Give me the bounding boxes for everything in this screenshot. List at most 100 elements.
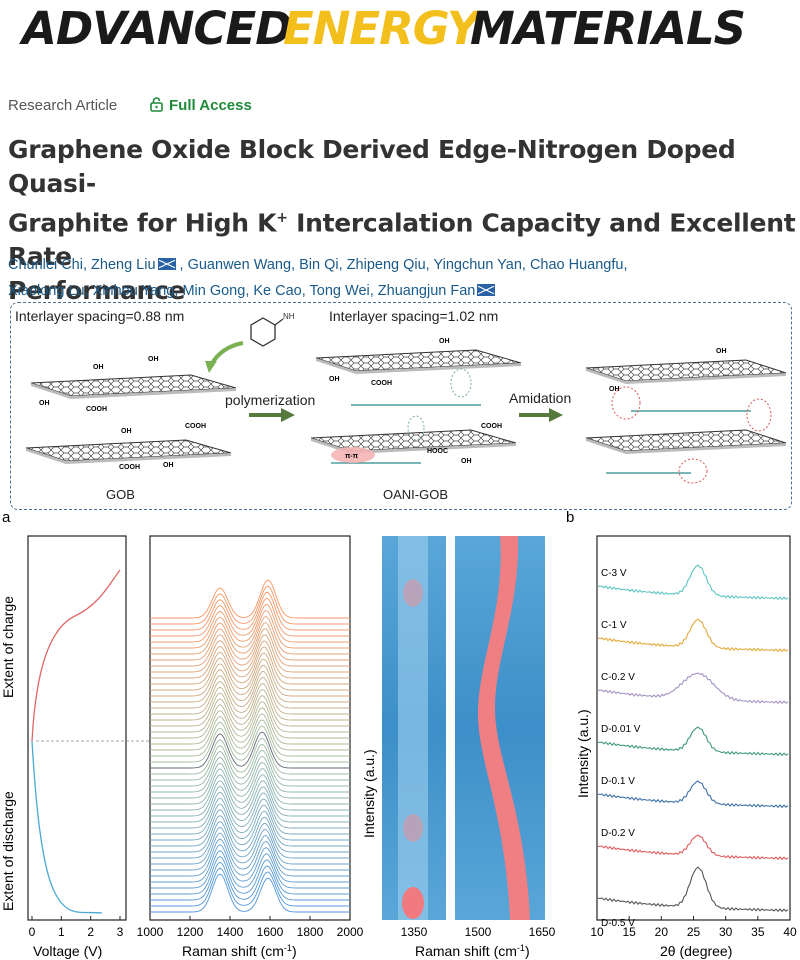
journal-name-energy: ENERGY [283,2,479,55]
tick-label: 2000 [337,925,364,939]
gob-label: GOB [106,487,135,502]
raman-spectrum [150,677,350,715]
raman-spectrum [150,603,350,643]
svg-text:OH: OH [148,356,159,363]
author-link[interactable]: Chao Huangfu [529,257,624,273]
raman-axis-label: Raman shift (cm-1) [182,943,297,959]
raman-spectrum [150,844,350,883]
email-icon[interactable] [477,284,496,296]
xrd-series-label: D-0.2 V [601,828,635,839]
xrd-series-line [597,834,789,861]
raman-spectrum [150,640,350,679]
raman-spectrum [150,688,350,727]
raman-spectrum [150,731,350,769]
journal-masthead[interactable]: ADVANCED ENERGY MATERIALS [0,0,800,62]
panel-b-label: b [566,509,574,526]
article-title: Graphene Oxide Block Derived Edge-Nitrog… [8,133,798,308]
author-link[interactable]: Tong Wei [309,283,370,299]
raman-contour-map: Intensity (a.u.) 1350 1500 1650 Raman shif… [361,536,556,959]
raman-spectrum [150,707,350,745]
author-link[interactable]: Guanwen Wang [187,257,292,273]
raman-spectrum [150,598,350,637]
access-badge[interactable]: Full Access [150,97,252,114]
raman-spectrum [150,701,350,739]
raman-spectrum [150,855,350,895]
amidated-sheets: OH OH [585,348,787,484]
tick-label: 2 [87,925,94,939]
xrd-series-line [597,618,789,653]
svg-text:HOOC: HOOC [427,448,448,455]
raman-spectrum [150,658,350,697]
svg-text:OH: OH [439,338,450,345]
tick-label: 1600 [257,925,284,939]
raman-spectrum [150,713,350,751]
tick-label: 25 [687,925,701,939]
author-link[interactable]: Min Gong [182,283,246,299]
author-link[interactable]: Yingchun Yan [433,257,522,273]
tick-label: 1200 [177,925,204,939]
author-link[interactable]: Chunlei Chi [8,257,83,273]
email-icon[interactable] [157,258,176,270]
raman-spectrum [150,695,350,733]
raman-spectrum [150,809,350,847]
tick-label: 40 [783,925,797,939]
raman-spectrum [150,579,350,619]
raman-spectrum [150,671,350,709]
tick-label: 3 [117,925,124,939]
tick-label: 1650 [529,925,556,939]
svg-text:OH: OH [121,428,132,435]
raman-spectrum [150,832,350,871]
raman-spectrum [150,615,350,655]
raman-spectrum [150,664,350,703]
svg-text:OH: OH [461,458,472,465]
raman-spectrum [150,797,350,835]
author-link[interactable]: Zheng Liu [91,257,156,273]
raman-spectrum [150,609,350,649]
xrd-series-line [597,564,789,601]
author-link[interactable]: Xinhou Yang [92,283,175,299]
xrd-series-label: C-3 V [601,568,627,579]
oani-gob-label: OANI-GOB [383,487,448,502]
oani-gob-sheets: OH OH COOH π-π COOH HOOC OH [310,338,522,465]
voltage-profile-plot: Extent of charge Extent of discharge 0 1 2… [0,535,150,959]
raman-spectrum [150,785,350,823]
xrd-series-line [597,672,789,705]
svg-text:OH: OH [716,348,727,355]
raman-spectrum [150,838,350,877]
svg-text:OH: OH [329,376,340,383]
author-link[interactable]: Xiaolong Lu [8,283,85,299]
scheme-svg: Interlayer spacing=0.88 nm Interlayer sp… [15,308,787,502]
raman-spectrum [150,803,350,841]
raman-spectrum [150,683,350,721]
svg-text:OH: OH [39,400,50,407]
raman-spectrum [150,628,350,667]
title-line-1: Graphene Oxide Block Derived Edge-Nitrog… [8,135,736,198]
arrow-1-icon [249,408,295,422]
raman-spectrum [150,749,350,787]
title-line-2: Graphite for High K+ Intercalation Capac… [8,208,796,272]
raman-spectrum [150,622,350,661]
gob-sheets: OH OH OH COOH OH COOH COOH OH [25,356,237,471]
author-link[interactable]: Zhuangjun Fan [377,283,476,299]
access-label: Full Access [169,97,252,114]
raman-spectrum [150,719,350,757]
tick-label: 1000 [137,925,164,939]
tick-label: 1400 [217,925,244,939]
xrd-series-label: C-0.2 V [601,672,635,683]
author-list: Chunlei Chi, Zheng Liu, Guanwen Wang, Bi… [8,252,798,304]
discharge-label: Extent of discharge [0,791,16,911]
tick-label: 20 [655,925,669,939]
tick-label: 15 [622,925,636,939]
tick-label: 30 [719,925,733,939]
svg-text:COOH: COOH [481,423,502,430]
aniline-molecule: NH [205,312,295,373]
xrd-intensity-label: Intensity (a.u.) [575,709,591,798]
author-link[interactable]: Zhipeng Qiu [346,257,426,273]
author-link[interactable]: Bin Qi [299,257,339,273]
svg-text:COOH: COOH [185,423,206,430]
svg-text:COOH: COOH [371,380,392,387]
svg-text:COOH: COOH [86,406,107,413]
author-link[interactable]: Ke Cao [253,283,302,299]
xrd-pattern-plot: Intensity (a.u.) C-3 V C-1 V C-0.2 V D-0.01… [575,535,797,959]
raman-spectrum [150,774,350,811]
